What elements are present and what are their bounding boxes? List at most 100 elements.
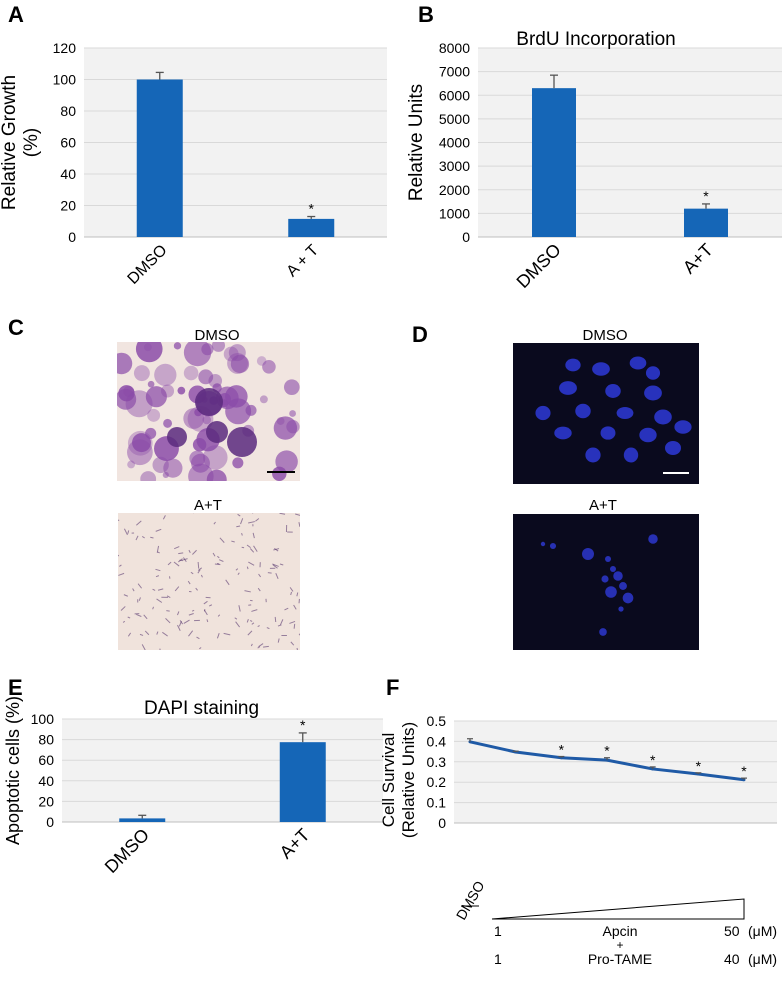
- cell-colony: [160, 384, 175, 398]
- cell-colony: [173, 342, 182, 350]
- bar-dmso: [136, 79, 183, 237]
- bar-at: [279, 742, 326, 822]
- y-tick-label: 40: [60, 166, 76, 182]
- micrograph-background: [118, 513, 300, 650]
- debris: [293, 604, 297, 610]
- debris: [135, 535, 139, 541]
- debris: [137, 583, 143, 589]
- fragmented-nucleus: [609, 565, 617, 573]
- cell-colony: [203, 445, 228, 470]
- debris: [196, 636, 200, 640]
- debris: [208, 604, 213, 607]
- debris: [246, 544, 251, 549]
- micrograph-c-dmso: [117, 342, 300, 481]
- debris: [296, 592, 299, 597]
- bar-dmso: [119, 818, 166, 822]
- debris: [258, 573, 262, 578]
- debris: [174, 586, 180, 592]
- dose-unit-top: (μM): [748, 923, 777, 939]
- debris: [284, 607, 289, 611]
- micrograph-c-bottom-label: A+T: [194, 497, 222, 514]
- cell-colony: [198, 369, 214, 385]
- debris: [258, 643, 264, 648]
- plus-label: +: [616, 938, 623, 952]
- nucleus: [600, 426, 616, 440]
- y-tick-label: 0.2: [427, 774, 447, 790]
- plot-area: [62, 719, 383, 822]
- debris: [197, 561, 200, 569]
- debris: [246, 619, 249, 623]
- debris: [159, 648, 161, 650]
- cell-colony: [225, 385, 248, 408]
- category-label: A+T: [679, 240, 717, 278]
- cell-colony: [183, 342, 212, 367]
- significance-marker: *: [741, 763, 747, 779]
- debris: [206, 619, 209, 623]
- y-axis-label: (%): [21, 128, 42, 158]
- debris: [235, 568, 239, 571]
- fragmented-nucleus: [599, 628, 607, 636]
- debris: [240, 518, 244, 525]
- cell-colony: [143, 343, 152, 352]
- cell-colony: [117, 352, 133, 375]
- panel-letter-c: C: [8, 315, 24, 340]
- cell-colony: [230, 354, 250, 374]
- debris: [142, 536, 145, 539]
- nucleus: [592, 362, 610, 376]
- nucleus: [645, 366, 661, 380]
- debris: [275, 573, 279, 580]
- debris: [155, 575, 160, 578]
- dose-bottom-high: 40: [724, 951, 740, 967]
- debris: [188, 630, 194, 637]
- significance-marker: *: [696, 758, 702, 774]
- debris: [156, 545, 160, 553]
- debris: [200, 574, 203, 578]
- chart-dapi-staining: 0 20 40 60 80 100 DAPI staining DMSO * A+T Apoptot…: [3, 696, 383, 877]
- fragmented-nucleus: [540, 541, 546, 547]
- dose-unit-bottom: (μM): [748, 951, 777, 967]
- cell-colony: [132, 433, 151, 453]
- debris: [234, 617, 238, 620]
- cell-colony: [259, 395, 268, 404]
- debris: [290, 641, 295, 646]
- debris: [143, 614, 148, 620]
- debris: [203, 600, 208, 605]
- nucleus: [585, 447, 601, 463]
- significance-marker: *: [604, 743, 610, 759]
- micrograph-c-at: [118, 513, 300, 650]
- debris: [162, 631, 168, 637]
- debris: [277, 638, 280, 643]
- cell-colony: [223, 346, 239, 362]
- debris: [141, 644, 146, 650]
- debris: [178, 552, 184, 555]
- debris: [279, 563, 284, 566]
- debris: [251, 622, 255, 625]
- debris: [155, 528, 162, 532]
- cell-colony: [183, 408, 205, 429]
- debris: [237, 513, 241, 517]
- debris: [177, 624, 181, 631]
- bar-at: [288, 218, 335, 237]
- cell-colony: [147, 408, 161, 422]
- debris: [216, 633, 220, 639]
- y-axis-label: (Relative Units): [399, 722, 418, 838]
- debris: [123, 594, 129, 597]
- debris: [257, 646, 261, 649]
- y-tick-label: 0: [46, 814, 54, 830]
- panel-letter-f: F: [386, 675, 400, 700]
- nucleus: [554, 426, 572, 440]
- debris: [217, 614, 221, 617]
- dense-colony: [206, 421, 228, 443]
- debris: [272, 564, 278, 569]
- chart-relative-growth: 0 20 40 60 80 100 120 DMSO * A + T Relative Growth…: [0, 40, 387, 288]
- debris: [188, 549, 191, 554]
- y-tick-label: 1000: [439, 205, 470, 221]
- debris: [118, 572, 125, 576]
- debris: [296, 647, 298, 650]
- y-tick-label: 7000: [439, 64, 470, 80]
- y-tick-label: 60: [60, 135, 76, 151]
- fragmented-nucleus: [622, 592, 634, 604]
- cell-colony: [145, 386, 167, 408]
- nucleus: [644, 385, 662, 401]
- debris: [197, 569, 201, 574]
